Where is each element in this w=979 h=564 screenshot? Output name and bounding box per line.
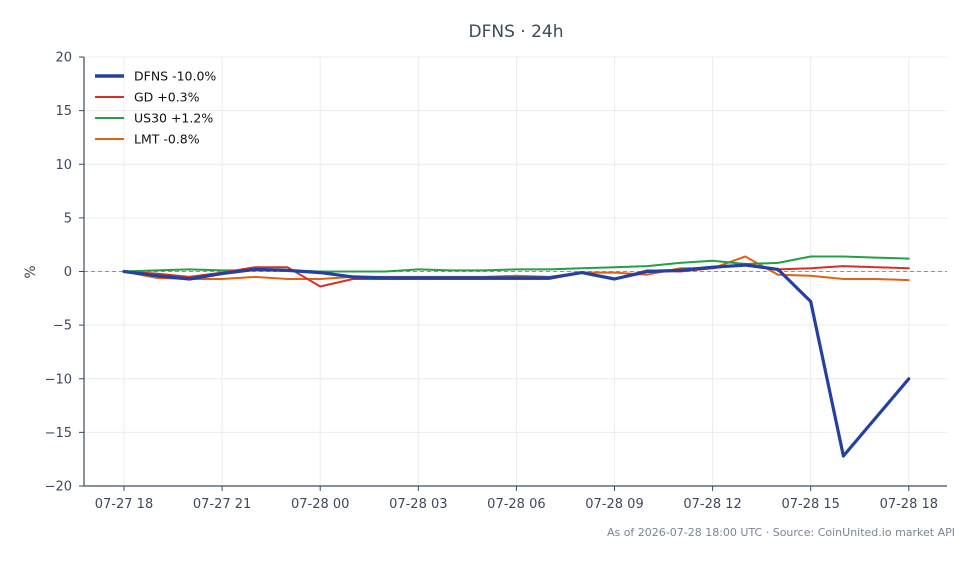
source-footer: As of 2026-07-28 18:00 UTC · Source: Coi… (606, 526, 955, 539)
x-tick-label: 07-28 18 (880, 497, 938, 512)
y-tick-label: 5 (64, 211, 72, 226)
y-tick-label: −5 (53, 319, 72, 334)
y-axis-ticks: −20 −15 −10 −5 0 5 10 15 20 (45, 51, 84, 495)
x-tick-label: 07-27 18 (95, 497, 153, 512)
series-lines (122, 255, 911, 458)
legend-label-dfns: DFNS -10.0% (134, 69, 216, 84)
chart-title: DFNS · 24h (469, 22, 564, 42)
series-line-dfns (122, 263, 911, 458)
legend-label-us30: US30 +1.2% (134, 111, 213, 126)
y-tick-label: 0 (64, 265, 72, 280)
y-tick-label: −15 (45, 426, 72, 441)
x-tick-label: 07-28 00 (291, 497, 349, 512)
x-axis-ticks: 07-27 18 07-27 21 07-28 00 07-28 03 07-28 06… (95, 486, 938, 512)
x-tick-label: 07-27 21 (193, 497, 251, 512)
x-tick-label: 07-28 12 (683, 497, 741, 512)
x-tick-label: 07-28 09 (585, 497, 643, 512)
legend: DFNS -10.0% GD +0.3% US30 +1.2% LMT -0.8% (95, 69, 216, 147)
x-tick-label: 07-28 15 (781, 497, 839, 512)
x-tick-label: 07-28 06 (487, 497, 545, 512)
y-tick-label: 20 (55, 51, 72, 66)
legend-label-lmt: LMT -0.8% (134, 132, 200, 147)
y-tick-label: −20 (45, 480, 72, 495)
y-tick-label: 10 (55, 158, 72, 173)
y-tick-label: −10 (45, 372, 72, 387)
x-tick-label: 07-28 03 (389, 497, 447, 512)
y-axis-label: % (23, 265, 39, 278)
legend-label-gd: GD +0.3% (134, 90, 200, 105)
grid (84, 56, 947, 487)
series-line-lmt (123, 255, 910, 282)
y-tick-label: 15 (55, 104, 72, 119)
